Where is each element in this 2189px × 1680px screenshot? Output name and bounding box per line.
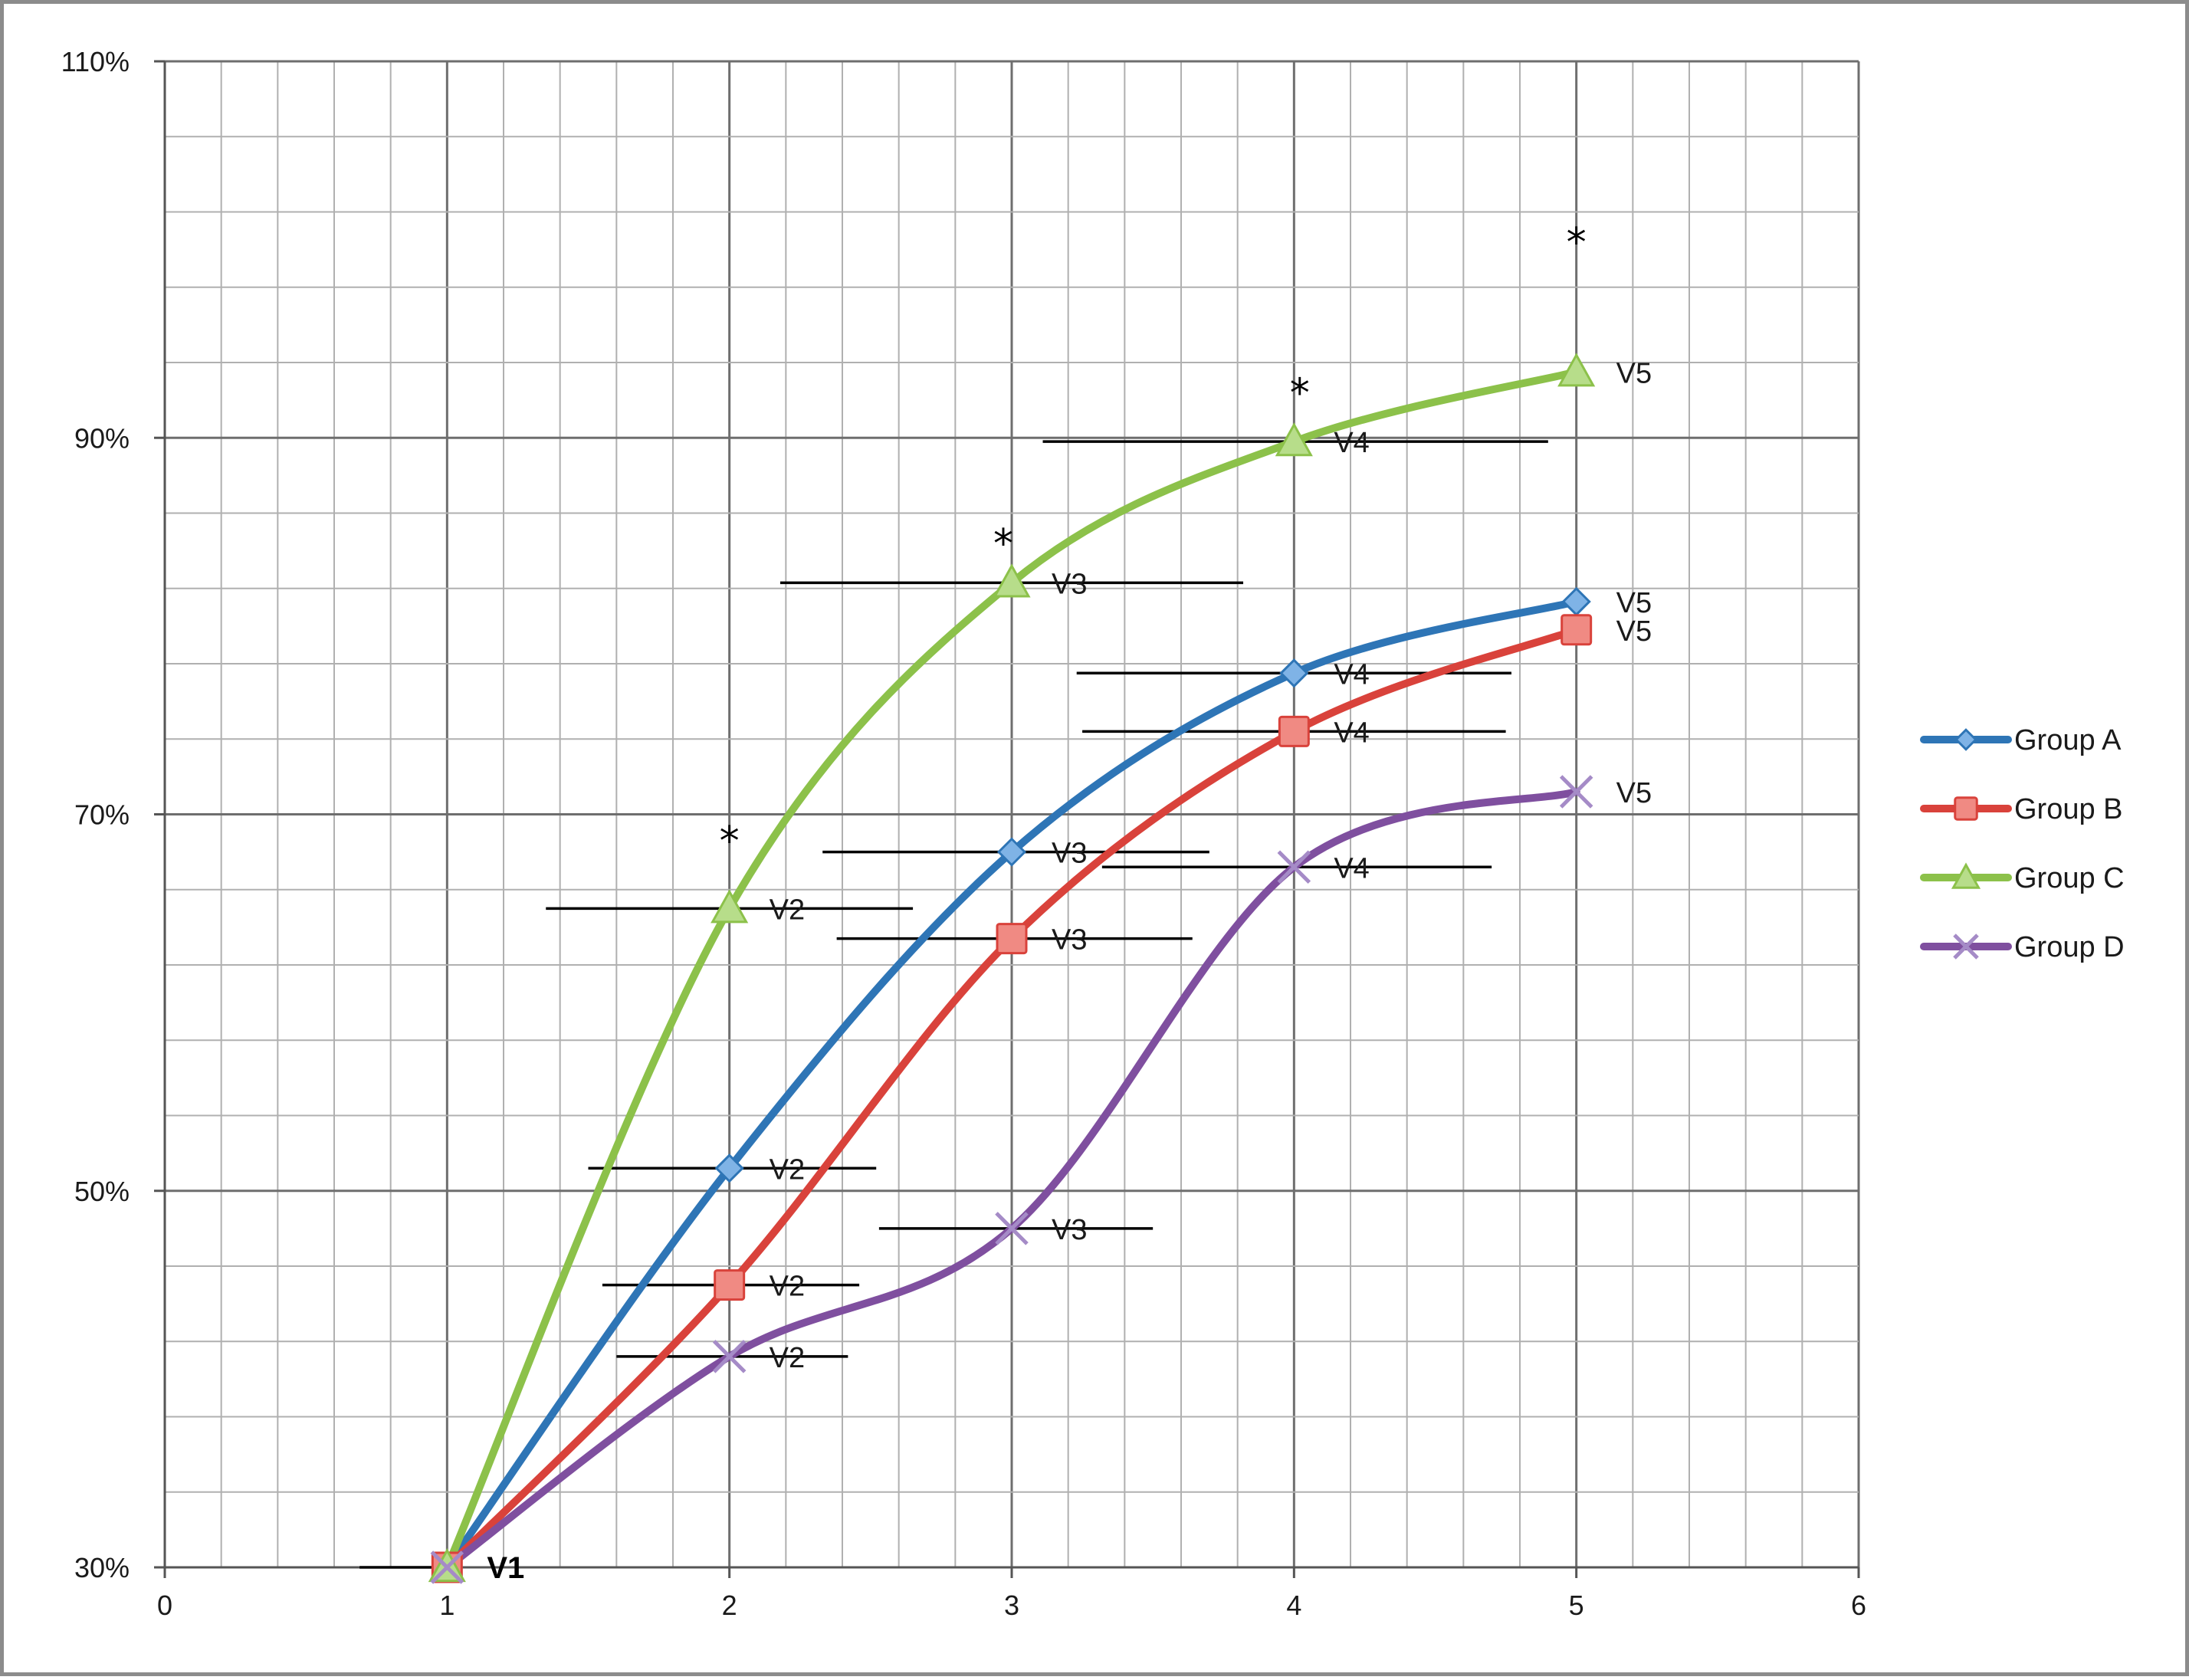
significance-marker: *: [1290, 370, 1310, 416]
x-marker-stroke: [1953, 934, 1979, 960]
legend-swatch-marker: [1951, 862, 1981, 889]
x-tick-label: 6: [1851, 1590, 1866, 1621]
chart-svg: 0 1 2 3 4 5 6 30% 50% 70% 90% 110% V1 V2 V2 V2 V2 V3 V3 V3…: [61, 46, 2125, 1621]
legend-item: Group B: [1920, 793, 2123, 825]
legend-swatch-marker: [1954, 728, 1977, 751]
point-annotation: V4: [1334, 852, 1369, 884]
series-line-group-b: [443, 625, 1580, 1571]
data-point-group-b: [1278, 715, 1310, 747]
point-annotation: V4: [1334, 658, 1369, 691]
grid-layer: [163, 60, 1860, 1569]
significance-marker: *: [1567, 220, 1587, 266]
point-annotation: V5: [1616, 777, 1652, 809]
significance-marker: *: [720, 819, 740, 865]
point-annotation: V5: [1616, 615, 1652, 648]
data-point-group-d: [712, 1340, 747, 1373]
y-tick-label: 90%: [74, 422, 130, 454]
x-tick-label: 3: [1004, 1590, 1019, 1621]
data-point-group-a: [1279, 658, 1309, 688]
point-annotation: V3: [1052, 568, 1087, 600]
data-point-group-c: [711, 889, 749, 924]
point-annotation: V3: [1052, 924, 1087, 956]
point-annotation: V2: [770, 1342, 805, 1374]
series-line-group-a: [443, 597, 1580, 1571]
x-marker-stroke: [712, 1340, 747, 1373]
point-annotation: V2: [770, 1153, 805, 1186]
legend: Group A Group B Group C Group D: [1920, 724, 2125, 963]
data-point-group-d: [1277, 850, 1311, 884]
data-point-group-a: [996, 837, 1027, 867]
x-tick-label: 1: [439, 1590, 455, 1621]
x-marker-stroke: [1559, 775, 1593, 809]
point-annotation: V5: [1616, 587, 1652, 619]
data-point-group-b: [1561, 614, 1593, 646]
x-marker-stroke: [1277, 850, 1311, 884]
point-annotation: V3: [1052, 1214, 1087, 1246]
significance-marker: *: [993, 521, 1013, 567]
x-tick-label: 4: [1286, 1590, 1301, 1621]
point-annotation: V2: [770, 1271, 805, 1303]
data-point-group-d: [995, 1212, 1029, 1245]
point-annotation: V4: [1334, 717, 1369, 749]
data-point-group-d: [1559, 775, 1593, 809]
data-point-group-c: [1557, 353, 1596, 387]
legend-item: Group D: [1920, 931, 2125, 963]
legend-swatch-marker: [1953, 934, 1979, 960]
point-annotation: V2: [770, 894, 805, 926]
legend-item: Group A: [1920, 724, 2122, 756]
y-tick-label: 70%: [74, 799, 130, 831]
marker-layer: [428, 353, 1596, 1584]
point-annotation: V3: [1052, 838, 1087, 870]
data-point-group-c: [1275, 422, 1313, 457]
legend-label: Group C: [2014, 862, 2125, 894]
x-marker-stroke: [995, 1212, 1029, 1245]
data-point-group-a: [714, 1153, 744, 1183]
x-tick-label: 2: [722, 1590, 737, 1621]
data-point-group-a: [1561, 586, 1591, 617]
series-line-group-c: [443, 368, 1580, 1571]
point-annotation: V1: [487, 1551, 524, 1585]
legend-label: Group A: [2014, 724, 2122, 756]
legend-item: Group C: [1920, 862, 2125, 894]
data-point-group-b: [996, 923, 1028, 955]
axis-layer: 0 1 2 3 4 5 6 30% 50% 70% 90% 110%: [61, 46, 1866, 1621]
data-point-group-b: [714, 1269, 746, 1301]
legend-label: Group B: [2014, 793, 2123, 825]
x-tick-label: 0: [157, 1590, 172, 1621]
y-tick-label: 110%: [61, 46, 130, 77]
x-marker-stroke: [430, 1550, 464, 1584]
point-annotation: V5: [1616, 357, 1652, 389]
x-tick-label: 5: [1569, 1590, 1584, 1621]
legend-swatch-marker: [1954, 796, 1978, 821]
point-annotation: V4: [1334, 427, 1369, 459]
y-tick-label: 50%: [74, 1176, 130, 1207]
data-point-group-c: [993, 563, 1031, 598]
data-point-group-d: [430, 1550, 464, 1584]
y-tick-label: 30%: [74, 1552, 130, 1583]
legend-label: Group D: [2014, 931, 2125, 963]
